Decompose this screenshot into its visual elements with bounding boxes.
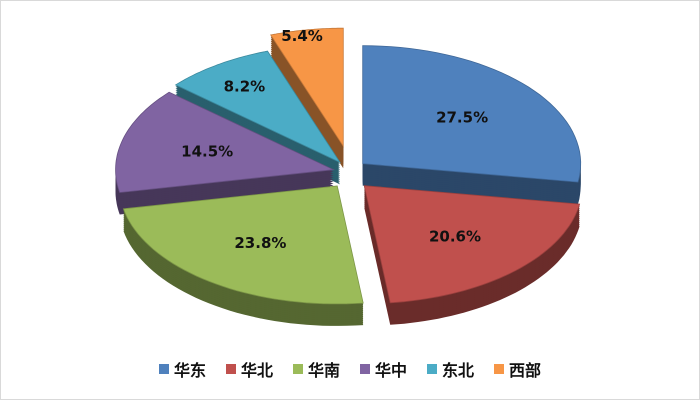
legend-label: 华东	[173, 361, 206, 380]
legend-label: 华中	[375, 361, 408, 380]
data-label: 20.6%	[429, 228, 481, 246]
legend-label: 西部	[509, 361, 542, 380]
legend-label: 东北	[442, 361, 475, 380]
pie-slice-华东	[362, 45, 582, 183]
legend-swatch	[427, 364, 438, 374]
legend-item: 华东	[158, 357, 206, 381]
legend-swatch	[225, 364, 236, 374]
pie-slice-华中	[115, 91, 336, 193]
data-label: 23.8%	[234, 234, 286, 252]
pie-slice-东北	[174, 50, 342, 164]
legend-swatch	[158, 364, 169, 374]
legend-swatch	[292, 364, 303, 374]
data-label: 14.5%	[181, 142, 233, 160]
pie-slice-西部	[270, 27, 344, 148]
pie-slice-华北	[363, 185, 581, 304]
pie-slice-华南	[122, 185, 364, 305]
data-label: 27.5%	[436, 109, 488, 127]
legend-item: 华北	[225, 357, 273, 381]
legend-swatch	[494, 364, 505, 374]
legend-item: 华中	[360, 357, 407, 381]
legend-swatch	[360, 364, 370, 374]
legend-item: 东北	[427, 357, 474, 381]
legend-item: 西部	[494, 357, 541, 381]
legend-item: 华南	[292, 357, 340, 381]
data-label: 8.2%	[224, 77, 266, 95]
legend-label: 华北	[240, 361, 273, 380]
legend: 华东 华北 华南 华中 东北 西部	[1, 357, 699, 381]
data-label: 5.4%	[281, 27, 323, 45]
legend-label: 华南	[307, 361, 340, 380]
